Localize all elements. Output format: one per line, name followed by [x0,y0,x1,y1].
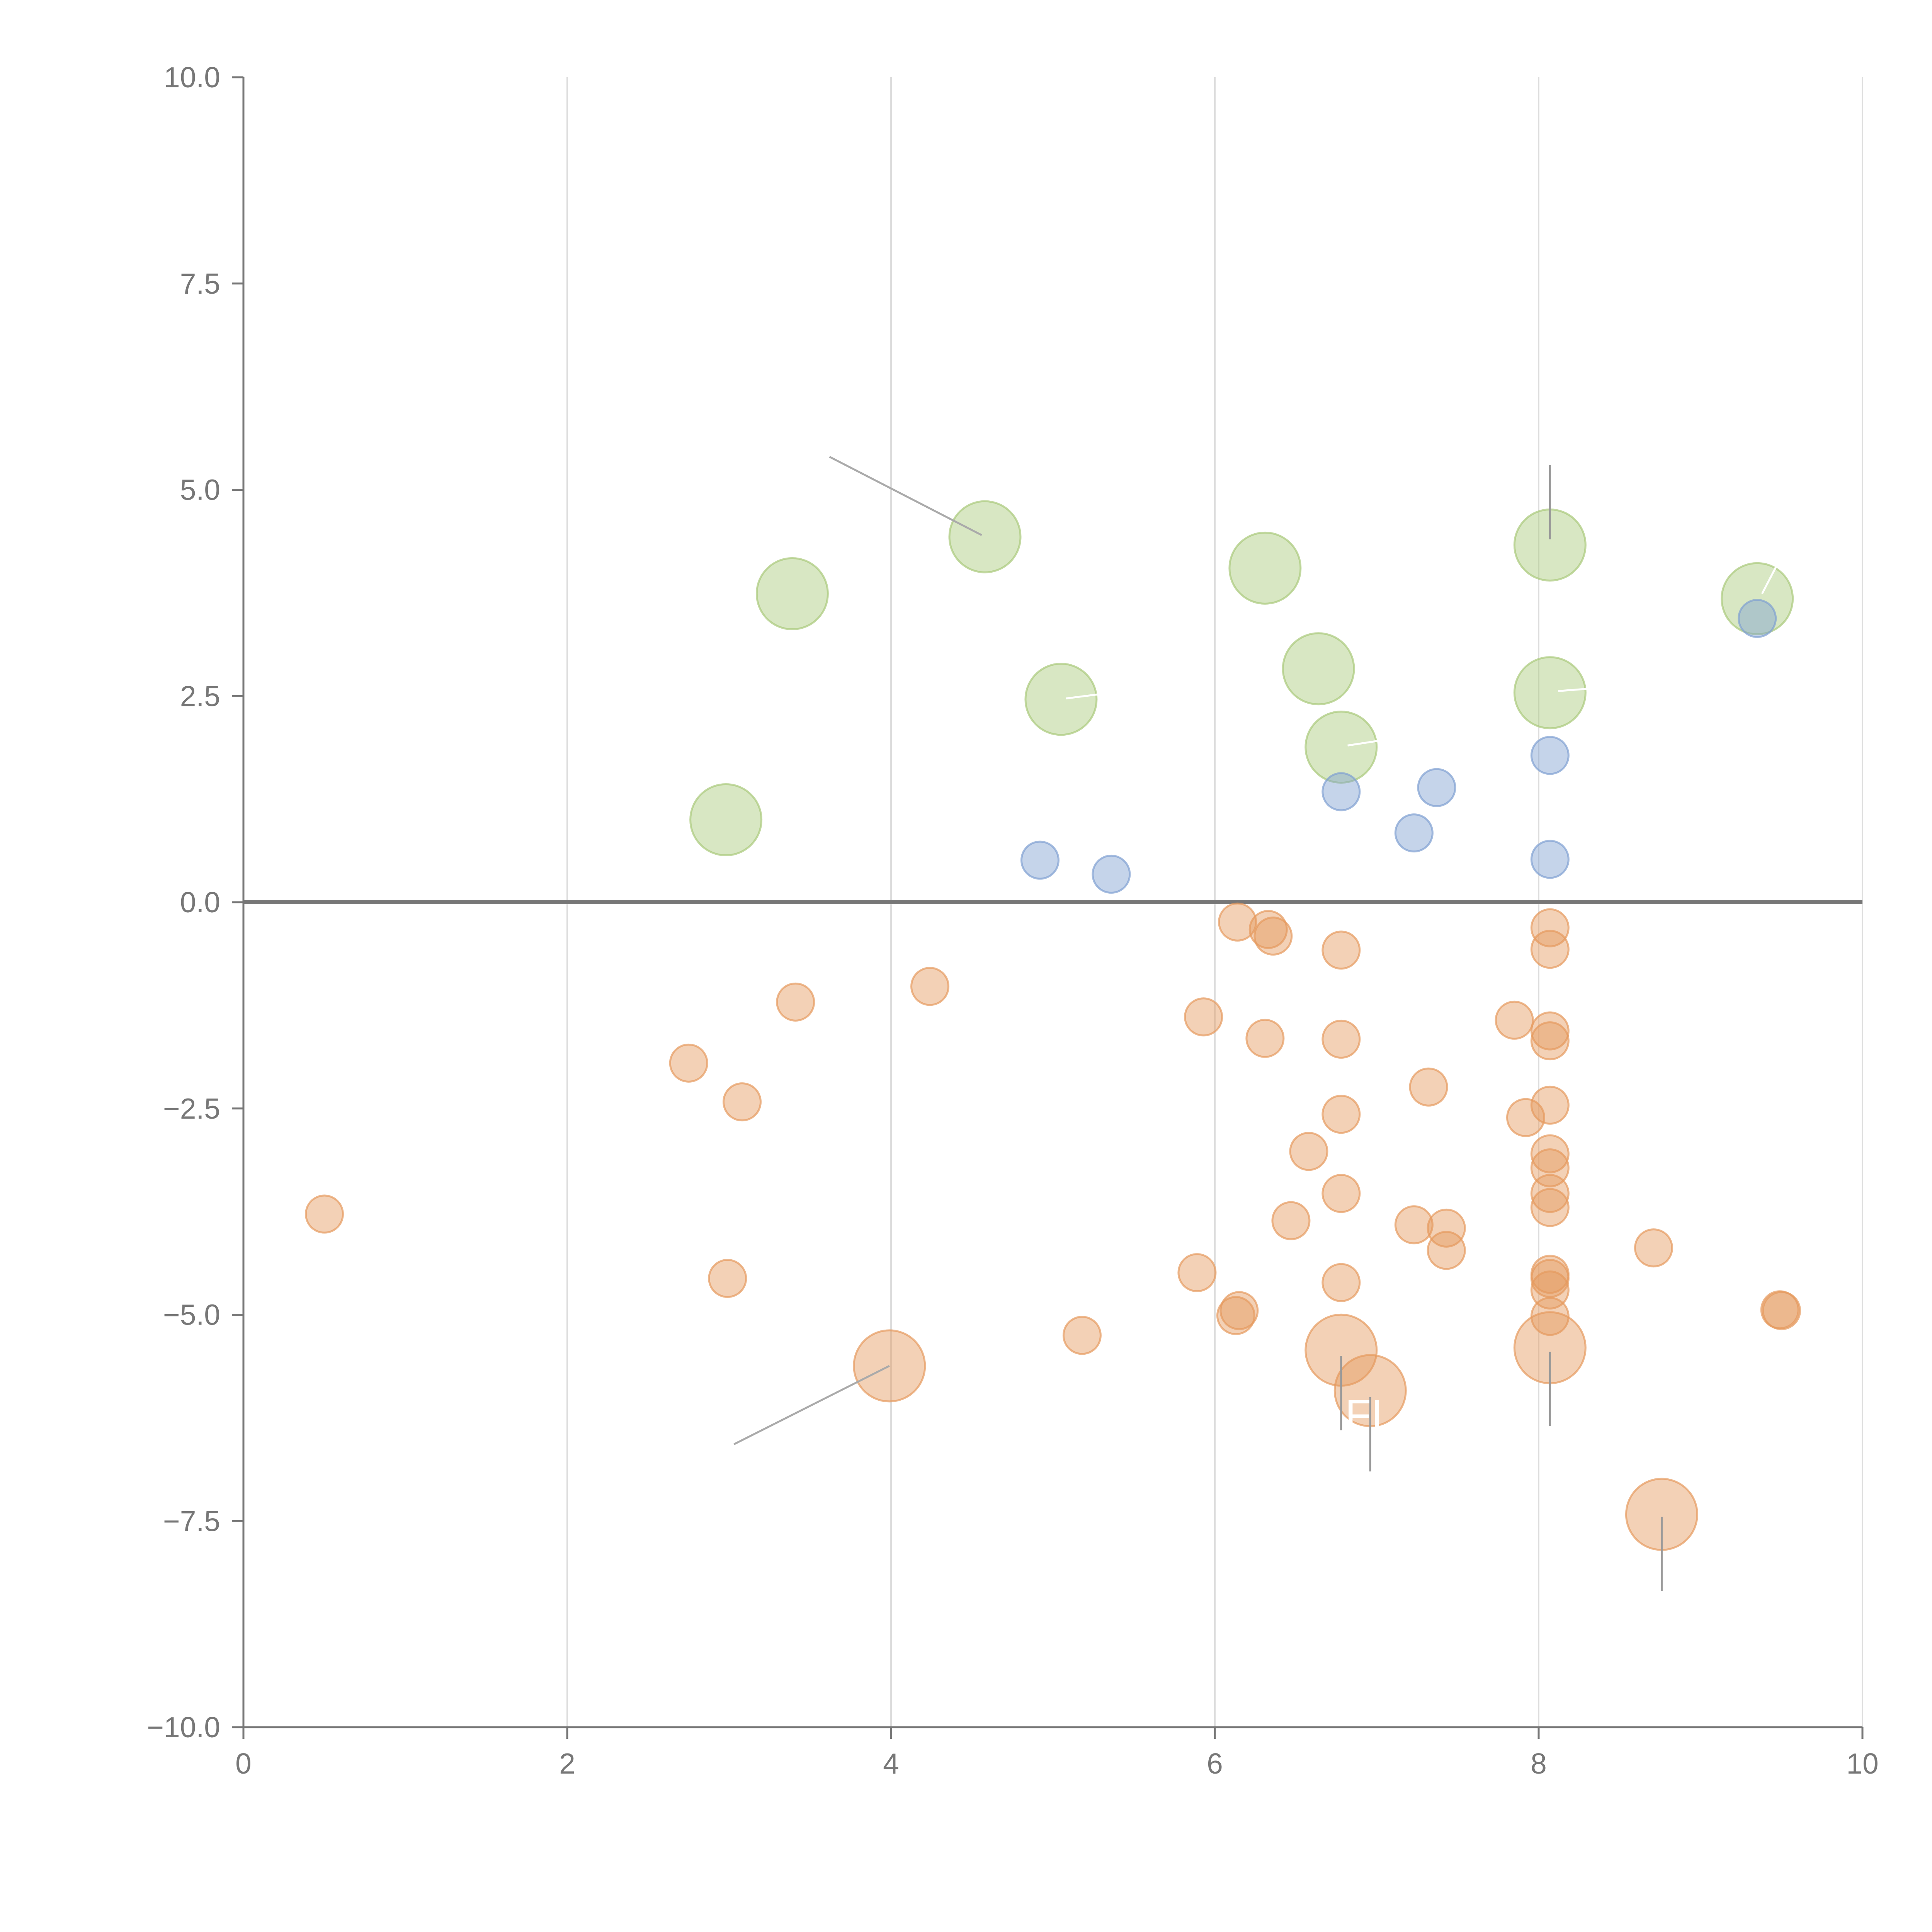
leader-line-layer [733,456,1778,1591]
leader-line [1347,740,1380,747]
orange-point [1530,1174,1570,1213]
orange-point [1530,930,1570,969]
y-tick-label: −2.5 [163,1092,220,1125]
orange-point [1218,902,1257,942]
y-tick-label: −7.5 [163,1505,220,1537]
orange-point [1248,910,1288,949]
orange-point [1530,908,1570,947]
orange-point [1530,1021,1570,1061]
orange-point [1530,1085,1570,1125]
x-tick-label: 4 [883,1747,899,1780]
orange-point [1321,1019,1361,1059]
blue-point [1530,736,1570,775]
leader-line [829,456,982,536]
green-point [755,557,829,631]
orange-point [1271,1201,1311,1240]
green-point [1024,663,1098,736]
orange-point [305,1194,344,1234]
y-tick-label: 5.0 [180,474,220,506]
orange-point [1506,1098,1545,1137]
orange-point [1634,1228,1673,1268]
y-tick-layer: 10.0 7.5 5.0 2.5 0.0 −2.5 −5.0 −7.5 −10.0 [147,61,243,1743]
blue-point [1092,854,1131,894]
green-point [1282,632,1355,706]
blue-point [1394,813,1434,853]
annotation-label: FI [1345,1391,1383,1439]
blue-point [1738,599,1777,638]
blue-point [1020,840,1060,880]
leader-line [1558,687,1591,692]
y-tick-label: −5.0 [163,1299,220,1331]
x-tick-label: 6 [1207,1747,1223,1780]
green-point [948,500,1022,573]
x-tick-layer: 0 2 4 6 8 10 [235,1727,1879,1780]
orange-point [1321,930,1361,970]
green-point [1304,711,1378,784]
orange-point [910,967,950,1006]
orange-point [1253,917,1293,956]
orange-point [1409,1067,1448,1107]
orange-point [1216,1296,1255,1335]
orange-point [1289,1132,1328,1171]
orange-point [1321,1095,1361,1134]
orange-point [669,1043,708,1083]
orange-point [1530,1134,1570,1173]
y-tick-label: −10.0 [147,1711,220,1743]
orange-point [1245,1019,1285,1058]
green-point [1513,656,1587,730]
orange-point [1062,1316,1102,1355]
orange-point [776,982,815,1022]
leader-line [1066,693,1099,700]
y-tick-label: 10.0 [164,61,220,94]
annotation-layer: FI [1345,1391,1383,1439]
orange-point [1495,1000,1534,1040]
x-tick-label: 10 [1846,1747,1878,1780]
blue-point [1321,772,1361,811]
y-tick-label: 7.5 [180,267,220,300]
leader-line [1761,565,1778,594]
green-point [689,783,763,856]
orange-point [1530,1188,1570,1227]
orange-point [1762,1291,1801,1330]
orange-point [1427,1231,1466,1270]
orange-point [1427,1208,1466,1248]
x-tick-label: 0 [235,1747,252,1780]
green-point [1228,531,1302,605]
orange-point [1184,997,1223,1037]
blue-point [1417,768,1456,807]
y-tick-label: 0.0 [180,886,220,918]
orange-point [1321,1174,1361,1213]
orange-point [723,1082,762,1122]
leader-line [733,1365,890,1445]
blue-point [1530,840,1570,879]
orange-point [708,1259,747,1298]
x-tick-label: 8 [1531,1747,1547,1780]
orange-point [1177,1253,1217,1293]
y-tick-label: 2.5 [180,680,220,712]
orange-point [1530,1011,1570,1051]
x-tick-label: 2 [559,1747,575,1780]
orange-point [1394,1205,1434,1245]
orange-point [1321,1263,1361,1302]
points-layer [305,500,1801,1551]
